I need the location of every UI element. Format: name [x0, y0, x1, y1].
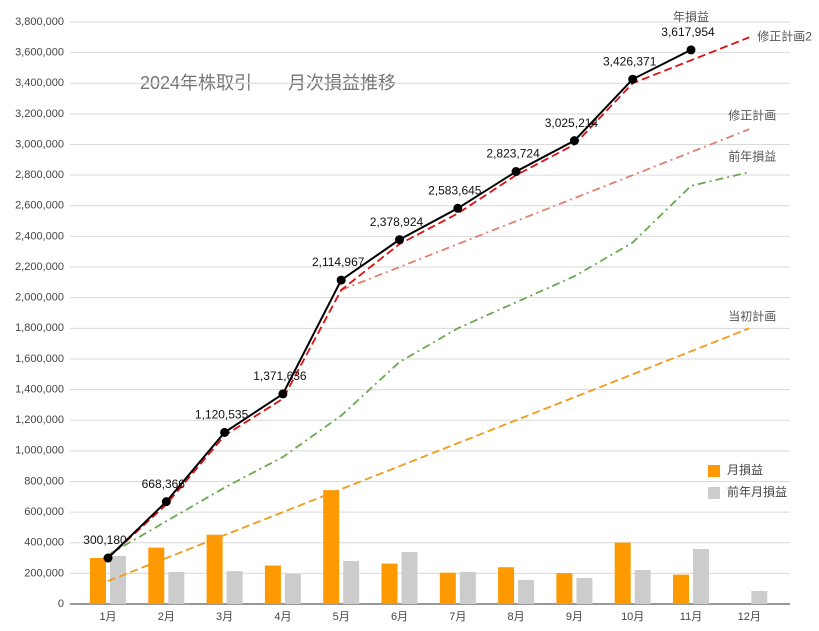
data-label: 2,378,924: [370, 215, 424, 229]
x-tick-label: 9月: [566, 611, 583, 623]
y-tick-label: 600,000: [24, 506, 64, 518]
series-label: 修正計画2: [757, 28, 812, 43]
legend-swatch: [708, 465, 720, 477]
bar: [498, 567, 515, 604]
point: [628, 74, 638, 84]
point: [103, 553, 113, 563]
point: [511, 167, 521, 177]
y-tick-label: 0: [58, 598, 64, 610]
point: [569, 136, 579, 146]
y-tick-label: 800,000: [24, 475, 64, 487]
x-tick-label: 8月: [508, 611, 525, 623]
series-label: 前年損益: [728, 148, 776, 163]
bar: [381, 563, 398, 604]
legend-label: 前年月損益: [727, 484, 787, 499]
point: [395, 235, 404, 245]
y-tick-label: 2,600,000: [15, 200, 64, 212]
y-tick-label: 1,600,000: [15, 353, 64, 365]
bar: [284, 573, 301, 604]
data-label: 3,025,214: [545, 116, 599, 130]
point: [336, 275, 346, 285]
bar: [264, 565, 281, 604]
y-tick-label: 2,200,000: [15, 261, 64, 273]
point: [686, 45, 696, 55]
y-tick-label: 3,600,000: [15, 47, 64, 59]
data-label: 3,426,371: [603, 54, 657, 68]
y-tick-label: 1,400,000: [15, 383, 64, 395]
x-tick-label: 7月: [449, 611, 466, 623]
y-tick-label: 1,800,000: [15, 322, 64, 334]
chart-title: 2024年株取引 月次損益推移: [140, 73, 396, 93]
y-tick-label: 2,400,000: [15, 230, 64, 242]
point: [220, 427, 230, 437]
y-tick-label: 3,400,000: [15, 77, 64, 89]
y-tick-label: 3,000,000: [15, 138, 64, 150]
x-tick-label: 11月: [680, 611, 702, 623]
line: [107, 36, 750, 559]
bar: [323, 490, 340, 604]
x-tick-label: 4月: [274, 611, 291, 623]
y-tick-label: 400,000: [24, 537, 64, 549]
bar: [343, 560, 360, 604]
line: [107, 327, 750, 582]
bar: [206, 534, 223, 604]
x-tick-label: 5月: [333, 611, 350, 623]
bar: [90, 558, 106, 604]
bar: [614, 542, 631, 604]
bar: [556, 573, 573, 604]
legend-label: 月損益: [727, 462, 763, 477]
x-tick-label: 10月: [621, 611, 644, 623]
bar: [401, 551, 418, 604]
bar: [110, 556, 126, 604]
bar: [439, 572, 456, 604]
legend-swatch: [708, 487, 720, 499]
y-tick-label: 3,200,000: [15, 108, 64, 120]
bar: [459, 571, 476, 604]
bar: [673, 574, 689, 604]
bar: [634, 569, 651, 604]
data-label: 2,114,967: [312, 255, 365, 269]
y-tick-label: 2,000,000: [15, 292, 64, 304]
bar: [518, 579, 535, 604]
bar: [576, 577, 593, 604]
y-tick-label: 3,800,000: [15, 16, 64, 28]
line: [107, 171, 750, 556]
y-tick-label: 200,000: [24, 567, 64, 579]
bar: [693, 549, 709, 604]
data-label: 2,583,645: [428, 183, 482, 197]
x-tick-label: 2月: [158, 611, 175, 623]
bar: [168, 571, 185, 604]
data-label: 1,120,535: [195, 408, 249, 422]
x-tick-label: 3月: [216, 611, 233, 623]
data-label: 2,823,724: [486, 147, 540, 161]
data-label: 1,371,636: [253, 369, 307, 383]
line: [340, 128, 750, 291]
y-tick-label: 1,200,000: [15, 414, 64, 426]
point: [278, 389, 288, 399]
bar: [148, 547, 165, 604]
bar: [751, 590, 768, 604]
series-label: 修正計画: [728, 107, 776, 122]
series-label: 当初計画: [728, 308, 776, 323]
x-tick-label: 6月: [391, 611, 408, 623]
bar: [226, 571, 243, 604]
series-label: 年損益: [673, 9, 709, 24]
x-tick-label: 12月: [738, 611, 761, 623]
point: [453, 203, 463, 213]
y-tick-label: 1,000,000: [15, 445, 64, 457]
y-tick-label: 2,800,000: [15, 169, 64, 181]
data-label: 668,366: [142, 477, 186, 491]
x-tick-label: 1月: [99, 611, 116, 623]
data-label: 3,617,954: [661, 25, 715, 39]
point: [161, 497, 171, 507]
data-label: 300,180: [83, 533, 127, 547]
